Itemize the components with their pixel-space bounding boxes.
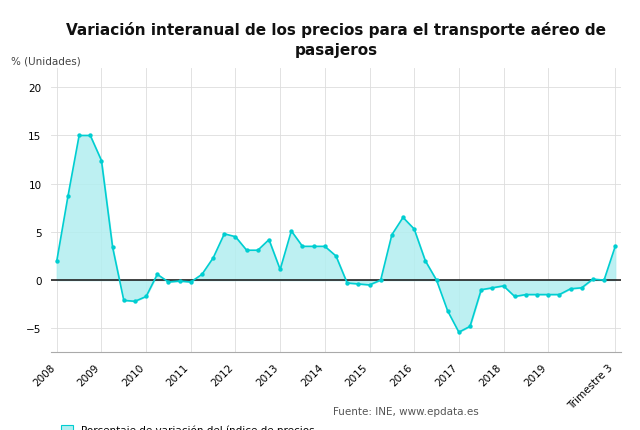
Point <box>409 226 419 233</box>
Point <box>118 297 129 304</box>
Point <box>431 277 442 284</box>
Point <box>241 247 252 254</box>
Point <box>230 234 241 241</box>
Point <box>308 243 319 250</box>
Point <box>454 329 464 336</box>
Point <box>286 228 296 235</box>
Point <box>85 133 95 140</box>
Point <box>320 243 330 250</box>
Point <box>353 281 364 288</box>
Point <box>342 280 352 287</box>
Point <box>175 278 185 285</box>
Point <box>219 231 229 238</box>
Point <box>465 323 475 330</box>
Point <box>443 308 453 315</box>
Point <box>387 232 397 239</box>
Legend: Porcentaje de variación del índice de precios: Porcentaje de variación del índice de pr… <box>56 420 319 430</box>
Point <box>398 215 408 221</box>
Point <box>275 267 285 273</box>
Point <box>487 285 497 292</box>
Point <box>186 279 196 286</box>
Point <box>253 247 263 254</box>
Point <box>74 133 84 140</box>
Point <box>163 279 173 286</box>
Point <box>376 277 386 284</box>
Text: Fuente: INE, www.epdata.es: Fuente: INE, www.epdata.es <box>333 405 479 416</box>
Point <box>577 285 587 292</box>
Point <box>532 292 542 298</box>
Point <box>521 292 531 298</box>
Point <box>599 277 609 284</box>
Point <box>364 282 374 289</box>
Point <box>63 194 73 200</box>
Point <box>499 283 509 290</box>
Point <box>554 292 564 298</box>
Point <box>588 276 598 283</box>
Point <box>476 287 486 294</box>
Title: Variación interanual de los precios para el transporte aéreo de
pasajeros: Variación interanual de los precios para… <box>66 22 606 58</box>
Point <box>52 258 62 264</box>
Point <box>152 271 163 278</box>
Point <box>509 293 520 300</box>
Point <box>565 286 575 292</box>
Point <box>543 292 554 298</box>
Point <box>331 253 341 260</box>
Text: % (Unidades): % (Unidades) <box>12 56 81 66</box>
Point <box>141 293 151 300</box>
Point <box>420 258 431 264</box>
Point <box>610 243 620 250</box>
Point <box>97 158 107 165</box>
Point <box>264 237 274 243</box>
Point <box>208 255 218 262</box>
Point <box>298 243 308 250</box>
Point <box>108 244 118 251</box>
Point <box>197 271 207 278</box>
Point <box>130 298 140 305</box>
